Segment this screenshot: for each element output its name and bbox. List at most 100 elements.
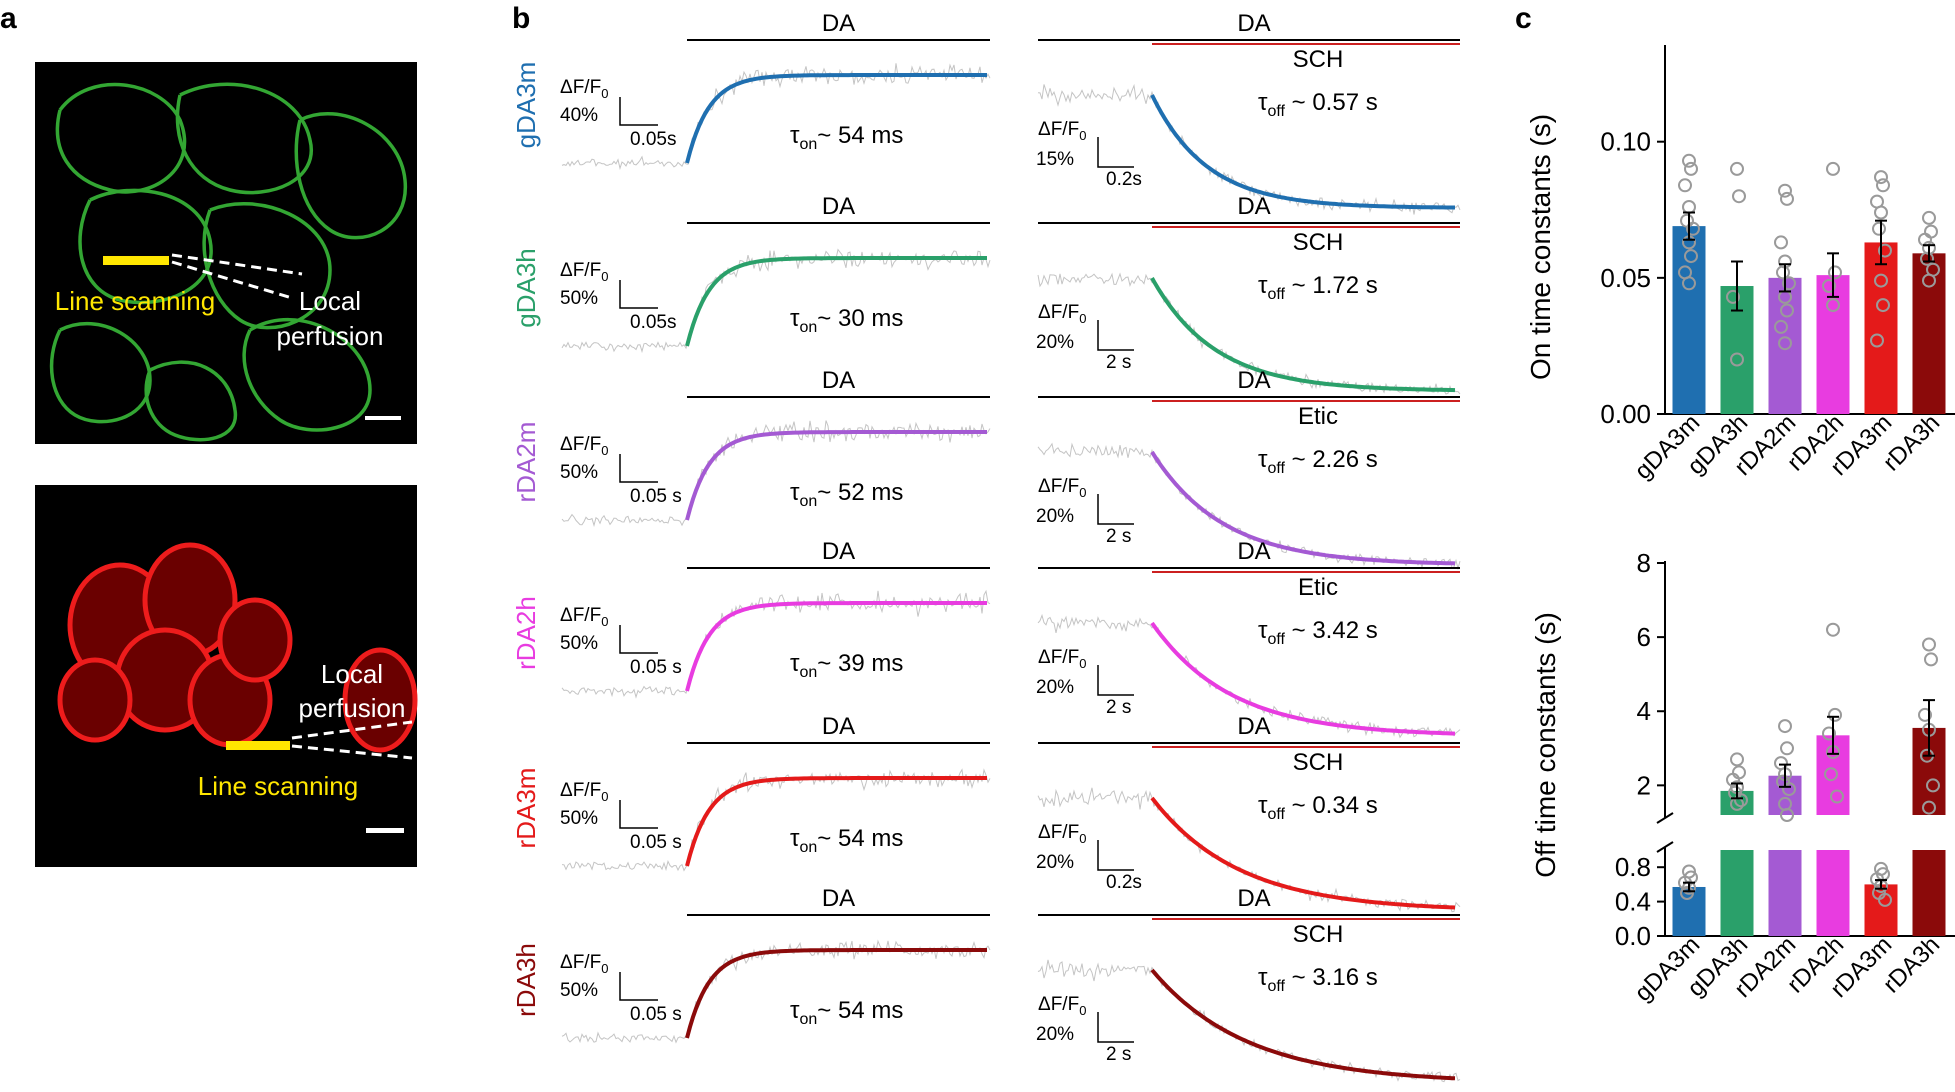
fit-curve-on	[685, 601, 987, 692]
scale-bar-off	[1097, 494, 1134, 525]
tau-label-on: τon~ 54 ms	[790, 122, 903, 153]
data-point	[1780, 303, 1794, 318]
bar-off-gDA3m	[1672, 886, 1706, 936]
tau-label-on: τon~ 30 ms	[790, 305, 903, 336]
image-green-background	[35, 62, 417, 444]
fit-curve-off	[1150, 968, 1456, 1081]
dff-subscript-off: 0	[1079, 485, 1086, 500]
data-point	[1922, 273, 1936, 288]
tau-value-on: ~ 54 ms	[817, 825, 903, 852]
data-point	[1684, 249, 1698, 264]
green-membrane-outlines	[49, 82, 407, 442]
tau-label-off: τoff ~ 3.42 s	[1258, 617, 1378, 648]
scale-y-on: 50%	[560, 808, 598, 829]
scale-bar-on	[619, 280, 658, 309]
tau-label-off: τoff ~ 2.26 s	[1258, 446, 1378, 477]
y-tick-label-off: 0.8	[1615, 852, 1651, 882]
scale-x-on: 0.05s	[630, 129, 676, 150]
antagonist-label: Etic	[1298, 403, 1338, 430]
tau-label-on: τon~ 39 ms	[790, 650, 903, 681]
panel-label-c: c	[1515, 2, 1532, 35]
data-point	[1926, 778, 1940, 793]
line-label-green-1: Line scanning	[55, 286, 215, 316]
green-cell-outline-4	[202, 201, 332, 330]
scale-bar-on	[619, 454, 658, 483]
trace-row-gDA3m: gDA3m DA ΔF/F0 40% 0.05s τon~ 54 ms DA SCH ΔF/F0…	[511, 10, 1461, 215]
data-point	[1778, 183, 1792, 198]
scale-bar-off	[1097, 840, 1134, 871]
bar-off-lower-rDA2h	[1816, 850, 1850, 936]
fit-curve-on	[685, 776, 987, 867]
dff-subscript-on: 0	[601, 269, 608, 284]
sensor-label-rDA2h: rDA2h	[511, 596, 541, 670]
data-point	[1874, 205, 1888, 220]
data-point	[1876, 178, 1890, 193]
tau-label-on: τon~ 52 ms	[790, 479, 903, 510]
scale-y-on: 50%	[560, 980, 598, 1001]
drug-label-off: DA	[1237, 10, 1270, 37]
scale-x-on: 0.05 s	[630, 657, 682, 678]
drug-label-on: DA	[822, 713, 855, 740]
data-point	[1682, 200, 1696, 214]
data-point	[1780, 191, 1794, 206]
bar-off-lower-gDA3h	[1720, 850, 1754, 936]
y-tick-label-off: 8	[1637, 548, 1651, 578]
dff-label-off: ΔF/F0	[1038, 476, 1086, 500]
dff-label-on: ΔF/F0	[560, 952, 608, 976]
panel-label-a: a	[0, 2, 17, 35]
antagonist-label: SCH	[1293, 921, 1344, 948]
drug-label-on: DA	[822, 538, 855, 565]
dff-label-on: ΔF/F0	[560, 780, 608, 804]
drug-label-off: DA	[1237, 538, 1270, 565]
data-point	[1780, 808, 1794, 822]
drug-label-on: DA	[822, 885, 855, 912]
raw-trace-on	[561, 768, 991, 872]
tau-value-on: ~ 52 ms	[817, 479, 903, 506]
bar-on-rDA2m	[1768, 277, 1802, 414]
green-cell-outline-6	[49, 322, 152, 424]
scale-x-off: 0.2s	[1106, 169, 1142, 190]
scale-bar-off	[1097, 320, 1134, 351]
tau-value-off: ~ 1.72 s	[1285, 272, 1378, 299]
antagonist-label: SCH	[1293, 749, 1344, 776]
dff-subscript-on: 0	[601, 443, 608, 458]
dff-label-on: ΔF/F0	[560, 260, 608, 284]
raw-trace-on	[561, 939, 991, 1044]
dff-label-off: ΔF/F0	[1038, 302, 1086, 326]
red-cell-shapes	[57, 542, 418, 753]
scale-y-on: 50%	[560, 633, 598, 654]
sensor-label-gDA3h: gDA3h	[511, 248, 541, 328]
fit-curve-off	[1150, 621, 1456, 736]
tau-subscript-on: on	[799, 839, 817, 856]
data-point	[1830, 789, 1844, 804]
y-tick-label-off: 6	[1637, 622, 1651, 652]
data-point	[1780, 741, 1794, 756]
tau-label-off: τoff ~ 0.57 s	[1258, 89, 1378, 120]
antagonist-label: SCH	[1293, 46, 1344, 73]
data-point	[1924, 224, 1938, 239]
tau-label-on: τon~ 54 ms	[790, 825, 903, 856]
bar-on-rDA3h	[1912, 253, 1946, 414]
data-point	[1918, 707, 1932, 722]
dff-subscript-off: 0	[1079, 311, 1086, 326]
scale-x-off: 2 s	[1106, 1044, 1131, 1065]
data-point	[1778, 336, 1792, 351]
scale-x-on: 0.05s	[630, 312, 676, 333]
data-point	[1730, 161, 1744, 176]
dff-subscript-off: 0	[1079, 1003, 1086, 1018]
line-scanning-bar-red	[226, 741, 290, 750]
trace-row-gDA3h: gDA3h DA ΔF/F0 50% 0.05s τon~ 30 ms DA SCH ΔF/F0…	[511, 193, 1461, 395]
data-point	[1924, 652, 1938, 667]
data-point	[1782, 276, 1796, 291]
data-point	[1778, 719, 1792, 734]
trace-row-rDA2m: rDA2m DA ΔF/F0 50% 0.05 s τon~ 52 ms DA Etic ΔF/…	[511, 367, 1461, 571]
data-point	[1922, 637, 1936, 652]
data-point	[1686, 221, 1700, 236]
image-green-cells: Line scanning Local perfusion	[35, 62, 417, 444]
tau-subscript-off: off	[1267, 978, 1285, 995]
fit-curve-on	[685, 256, 987, 347]
panel-label-b: b	[512, 2, 530, 35]
tau-subscript-on: on	[799, 493, 817, 510]
red-cell-5	[217, 597, 293, 683]
